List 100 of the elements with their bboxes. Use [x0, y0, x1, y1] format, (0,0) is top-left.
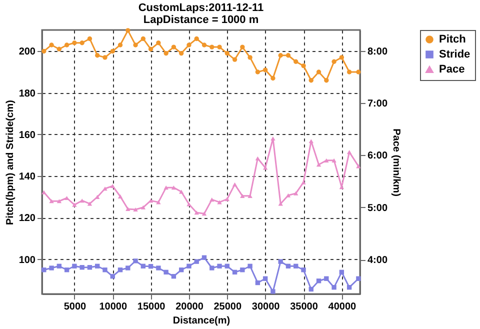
point — [42, 268, 46, 272]
point — [64, 42, 70, 48]
y2-tick-label: 7:00 — [368, 98, 388, 110]
x-tick-label: 5000 — [64, 302, 87, 312]
point — [140, 36, 146, 42]
point — [102, 55, 108, 60]
point — [294, 191, 298, 196]
point — [80, 40, 84, 46]
point — [194, 259, 199, 264]
point — [194, 210, 199, 215]
y2-tick-label: 5:00 — [368, 202, 388, 214]
point — [72, 202, 77, 207]
point — [202, 42, 207, 48]
point — [294, 59, 298, 64]
point — [224, 197, 230, 202]
point — [178, 190, 184, 194]
y-tick-label: 140 — [18, 172, 36, 183]
point — [171, 44, 176, 50]
y2-tick-label: 6:00 — [368, 150, 388, 162]
point — [308, 78, 314, 83]
point — [262, 276, 268, 281]
point — [202, 255, 207, 260]
point — [308, 286, 314, 292]
y-tick-label: 100 — [18, 254, 36, 266]
x-tick-label: 10000 — [99, 302, 128, 312]
y2-tick-label: 4:00 — [368, 255, 388, 266]
point — [126, 28, 130, 33]
point — [156, 266, 161, 270]
point — [294, 264, 298, 268]
x-tick-label: 40000 — [328, 302, 357, 312]
point — [110, 184, 115, 188]
point — [186, 202, 192, 206]
point — [87, 36, 92, 42]
point — [324, 158, 329, 162]
x-tick-label: 30000 — [252, 302, 280, 312]
point — [224, 50, 230, 56]
point — [248, 264, 252, 268]
legend-label: Pitch — [439, 34, 466, 46]
point — [248, 55, 252, 60]
point — [240, 268, 245, 272]
point — [270, 76, 276, 81]
point — [186, 264, 192, 268]
point — [262, 68, 268, 72]
point — [80, 198, 84, 203]
x-tick-label: 15000 — [137, 302, 166, 312]
point — [324, 78, 329, 83]
point — [148, 46, 154, 52]
point — [118, 268, 123, 272]
point — [240, 44, 245, 50]
point — [255, 280, 260, 286]
point — [346, 150, 352, 154]
y-tick-label: 160 — [18, 130, 36, 141]
point — [286, 53, 291, 58]
x-tick-label: 20000 — [176, 302, 204, 312]
point — [133, 258, 138, 264]
point — [232, 182, 238, 186]
y-tick-label: 180 — [18, 88, 36, 100]
x-axis-title: Distance(m) — [172, 316, 230, 326]
point — [332, 59, 336, 64]
point — [95, 194, 100, 199]
point — [42, 48, 46, 54]
point — [56, 199, 62, 204]
point — [126, 206, 130, 211]
point — [316, 278, 322, 284]
point — [346, 70, 352, 74]
y2-axis-title: Pace (min/km) — [390, 128, 402, 196]
point — [255, 70, 260, 74]
point — [140, 264, 146, 268]
chart-title: CustomLaps:2011-12-11 — [138, 2, 264, 14]
point — [301, 268, 306, 272]
point — [164, 186, 168, 190]
point — [140, 205, 146, 210]
x-tick-label: 35000 — [290, 302, 318, 312]
point — [178, 50, 184, 56]
point — [232, 270, 238, 274]
point — [240, 194, 245, 198]
point — [178, 268, 184, 272]
point — [56, 264, 62, 268]
point — [49, 266, 54, 270]
point — [72, 40, 77, 46]
point — [72, 264, 77, 268]
point — [217, 44, 222, 50]
point — [148, 264, 154, 269]
point — [339, 270, 344, 274]
point — [87, 202, 92, 206]
point — [356, 276, 361, 281]
point — [49, 199, 54, 204]
point — [102, 186, 108, 191]
point — [202, 212, 207, 216]
point — [346, 285, 352, 290]
legend-label: Stride — [439, 48, 470, 60]
point — [118, 194, 123, 198]
point — [270, 136, 276, 141]
point — [133, 207, 138, 212]
chart-subtitle: LapDistance = 1000 m — [143, 14, 259, 26]
point — [56, 46, 62, 52]
point — [133, 42, 138, 48]
point — [332, 285, 336, 290]
point — [210, 44, 214, 50]
point — [171, 186, 176, 190]
